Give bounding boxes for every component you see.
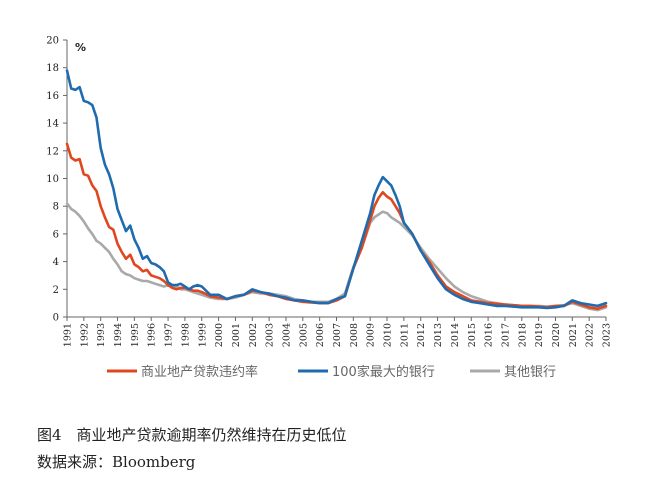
x-tick-label: 2011 xyxy=(399,323,410,347)
series-line-2 xyxy=(65,69,608,310)
x-tick-label: 1996 xyxy=(147,323,158,347)
figure-source: 数据来源：Bloomberg xyxy=(37,453,196,471)
x-tick-label: 1994 xyxy=(113,323,124,347)
x-tick-label: 1999 xyxy=(197,323,208,347)
y-tick-label: 20 xyxy=(46,36,59,47)
y-tick-label: 2 xyxy=(53,285,59,296)
x-tick-label: 1998 xyxy=(180,323,191,347)
y-tick-label: 14 xyxy=(46,119,59,130)
legend-label: 商业地产贷款违约率 xyxy=(141,364,258,380)
x-tick-label: 2015 xyxy=(467,323,478,347)
x-tick-label: 2004 xyxy=(281,323,292,347)
y-tick-label: 16 xyxy=(46,91,59,102)
y-tick-label: 12 xyxy=(46,146,59,157)
y-tick-label: 4 xyxy=(53,257,59,268)
x-tick-label: 2014 xyxy=(450,323,461,347)
x-tick-label: 2005 xyxy=(298,323,309,347)
x-tick-label: 2009 xyxy=(366,323,377,347)
x-tick-label: 1991 xyxy=(63,323,74,347)
x-tick-label: 2000 xyxy=(214,323,225,347)
x-tick-label: 2010 xyxy=(383,323,394,347)
x-tick-label: 2002 xyxy=(248,323,259,347)
x-tick-label: 1995 xyxy=(130,323,141,347)
x-tick-label: 1992 xyxy=(79,323,90,347)
chart: 0 2 4 6 8 10 12 14 16 18 20 % 1991 1992 1993 1994 1995 19… xyxy=(46,36,612,381)
x-tick-label: 2018 xyxy=(517,323,528,347)
x-tick-label: 2012 xyxy=(416,323,427,347)
unit-label: % xyxy=(75,41,86,54)
x-tick-label: 2016 xyxy=(484,323,495,347)
x-tick-label: 1997 xyxy=(164,323,175,347)
y-tick-label: 8 xyxy=(53,202,59,213)
x-tick-label: 2019 xyxy=(534,323,545,347)
x-tick-label: 2008 xyxy=(349,323,360,347)
y-tick-label: 10 xyxy=(46,174,59,185)
y-tick-label: 18 xyxy=(46,63,59,74)
y-tick-label: 0 xyxy=(53,313,59,324)
x-tick-label: 2020 xyxy=(551,323,562,347)
y-tick-label: 6 xyxy=(53,229,59,240)
axes: 0 2 4 6 8 10 12 14 16 18 20 % 1991 1992 1993 1994 1995 19… xyxy=(46,36,612,348)
x-tick-label: 2003 xyxy=(265,323,276,347)
x-tick-label: 2006 xyxy=(315,323,326,347)
x-tick-label: 2017 xyxy=(500,323,511,347)
x-tick-label: 2023 xyxy=(602,323,613,347)
legend-label: 其他银行 xyxy=(504,365,556,380)
series-layer xyxy=(65,69,608,312)
figure-title: 图4 商业地产贷款逾期率仍然维持在历史低位 xyxy=(37,426,347,444)
x-tick-label: 2021 xyxy=(568,323,579,347)
x-tick-label: 2007 xyxy=(332,323,343,347)
x-tick-label: 1993 xyxy=(96,323,107,347)
series-line-1 xyxy=(65,142,608,311)
x-tick-label: 2022 xyxy=(585,323,596,347)
x-tick-label: 2001 xyxy=(231,323,242,347)
legend: 商业地产贷款违约率 100家最大的银行 其他银行 xyxy=(107,364,556,380)
x-tick-label: 2013 xyxy=(433,323,444,347)
legend-label: 100家最大的银行 xyxy=(332,364,435,380)
